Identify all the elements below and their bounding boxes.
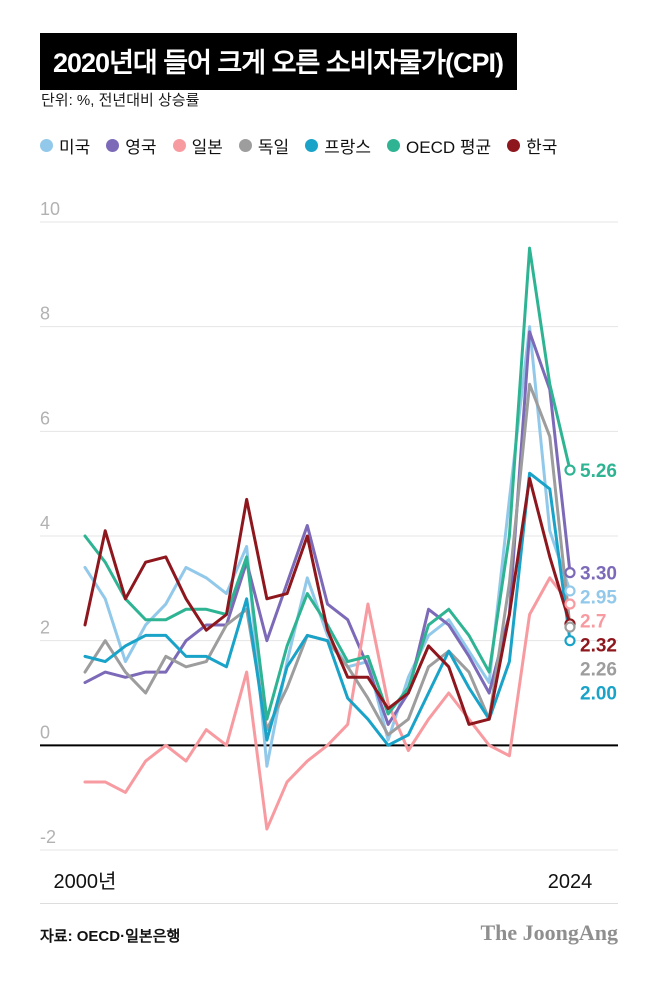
legend-label: 미국 [59,138,91,157]
chart-subtitle: 단위: %, 전년대비 상승률 [41,92,200,109]
chart-legend: 미국 영국 일본 독일 프랑스 OECD 평균 한국 [40,133,557,158]
joongang-logo: The JoongAng [480,920,618,945]
line-oecd [83,246,572,721]
legend-dot-korea [507,139,521,152]
legend-label: 영국 [125,138,157,157]
x-tick-label: 2024 [548,871,593,893]
legend-dot-us [40,139,53,152]
legend-label: 일본 [191,138,223,157]
y-tick-label: 0 [40,722,50,742]
y-tick-label: 6 [40,408,50,428]
end-label-uk: 3.30 [580,564,617,585]
page-title: 2020년대 들어 크게 오른 소비자물가(CPI) [40,33,517,90]
legend-item-us: 미국 [40,133,90,158]
line-japan [83,576,572,831]
legend-item-germany: 독일 [238,133,290,158]
legend-label: 독일 [257,138,290,157]
end-dot-uk [564,567,576,579]
end-dot-oecd [564,464,576,476]
y-tick-label: 2 [40,618,50,638]
legend-item-japan: 일본 [172,133,223,158]
line-us [83,325,572,768]
end-dot-germany [564,621,576,633]
legend-label: OECD 평균 [406,138,492,157]
x-tick-label: 2000년 [54,870,117,893]
end-label-france: 2.00 [580,684,617,705]
line-uk [83,330,572,726]
legend-dot-germany [238,139,252,152]
end-dot-japan [564,598,576,610]
legend-label: 한국 [526,138,558,157]
end-label-korea: 2.32 [580,636,617,657]
y-tick-label: 4 [40,513,50,533]
end-label-germany: 2.26 [580,660,617,681]
legend-dot-uk [106,139,120,152]
legend-item-uk: 영국 [106,133,157,158]
footer-divider [40,903,618,904]
line-korea [83,476,572,726]
y-tick-label: 8 [40,304,50,324]
end-label-japan: 2.7 [580,612,606,633]
legend-item-korea: 한국 [507,133,557,158]
source-text: 자료: OECD·일본은행 [40,928,181,945]
legend-item-oecd: OECD 평균 [387,133,491,158]
end-dot-us [564,585,576,597]
y-tick-label: -2 [40,827,56,847]
y-tick-label: 10 [40,199,60,219]
cpi-line-chart: 10 8 6 4 2 0 -2 2000년 2024 5.26 3.30 2.95 2.7 2.32 2.2… [40,199,618,893]
end-dot-france [564,635,576,647]
legend-dot-japan [172,139,186,152]
legend-dot-oecd [387,139,401,152]
end-label-us: 2.95 [580,588,617,609]
legend-dot-france [305,139,319,152]
end-label-oecd: 5.26 [580,461,617,482]
legend-item-france: 프랑스 [305,133,371,158]
legend-label: 프랑스 [324,138,372,157]
